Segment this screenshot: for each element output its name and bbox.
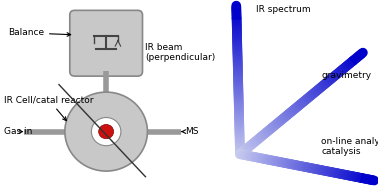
Text: Balance: Balance	[8, 28, 71, 37]
Text: on-line analysis /
catalysis: on-line analysis / catalysis	[321, 137, 378, 156]
Text: IR Cell/catal reactor: IR Cell/catal reactor	[4, 95, 93, 121]
Text: IR beam
(perpendicular): IR beam (perpendicular)	[146, 43, 216, 62]
FancyBboxPatch shape	[70, 10, 143, 76]
Text: MS: MS	[182, 127, 198, 136]
Text: Gas in: Gas in	[4, 127, 32, 136]
Circle shape	[99, 124, 114, 139]
Text: IR spectrum: IR spectrum	[256, 5, 311, 14]
Circle shape	[91, 118, 121, 146]
Text: gravimetry: gravimetry	[321, 71, 372, 80]
Circle shape	[65, 92, 147, 171]
